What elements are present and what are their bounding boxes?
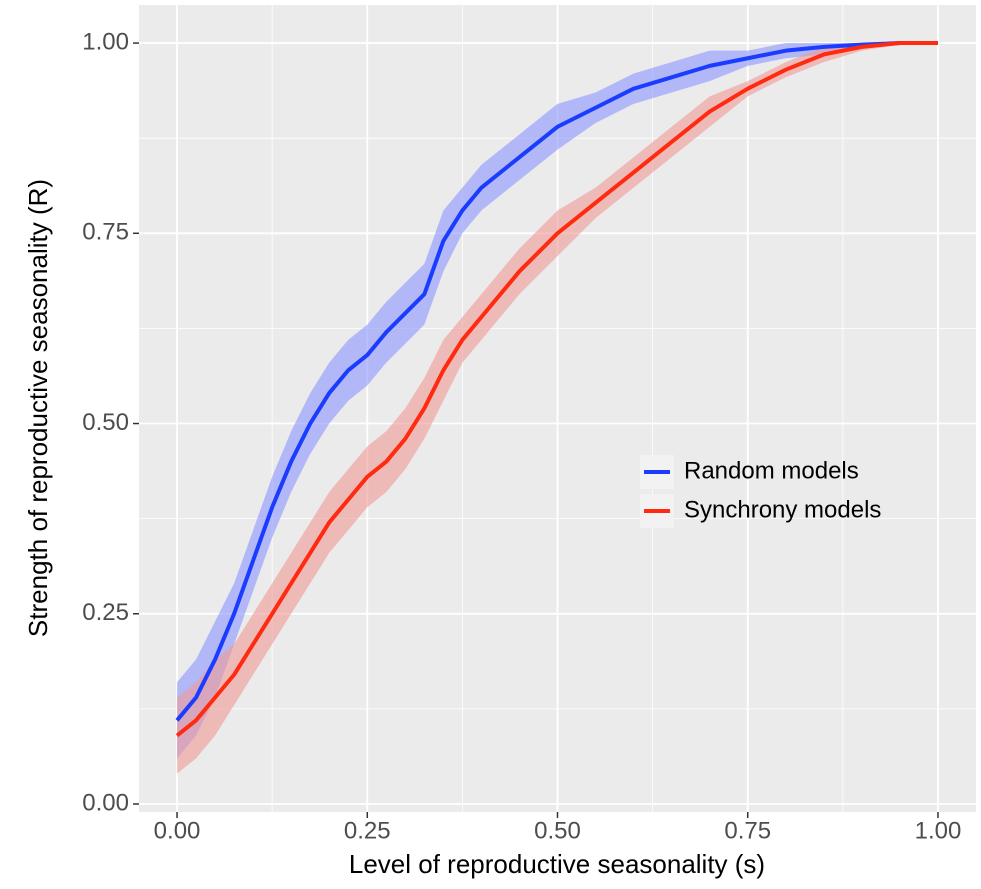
bands: [177, 43, 938, 774]
legend-label: Synchrony models: [684, 496, 881, 523]
y-tick-label: 1.00: [82, 28, 129, 55]
series-line: [175, 41, 938, 722]
axes: 0.00 0.25 0.50 0.75 1.00 0.00 0.25 0.50 0.75 1.00: [82, 28, 961, 844]
series-line: [175, 41, 938, 738]
x-tick-label: 0.00: [154, 817, 201, 844]
x-tick-label: 0.50: [534, 817, 581, 844]
x-tick-label: 0.75: [724, 817, 771, 844]
x-axis-title: Level of reproductive seasonality (s): [349, 849, 765, 879]
legend: Random models Synchrony models: [640, 455, 881, 528]
x-tick-label: 0.25: [344, 817, 391, 844]
confidence-band: [177, 43, 938, 759]
legend-label: Random models: [684, 457, 859, 484]
x-tick-label: 1.00: [915, 817, 962, 844]
y-axis-title: Strength of reproductive seasonality (R): [23, 179, 53, 637]
lines: [175, 41, 938, 738]
y-tick-label: 0.00: [82, 789, 129, 816]
y-tick-label: 0.25: [82, 599, 129, 626]
y-tick-label: 0.50: [82, 409, 129, 436]
y-tick-label: 0.75: [82, 219, 129, 246]
grid: [139, 5, 976, 812]
